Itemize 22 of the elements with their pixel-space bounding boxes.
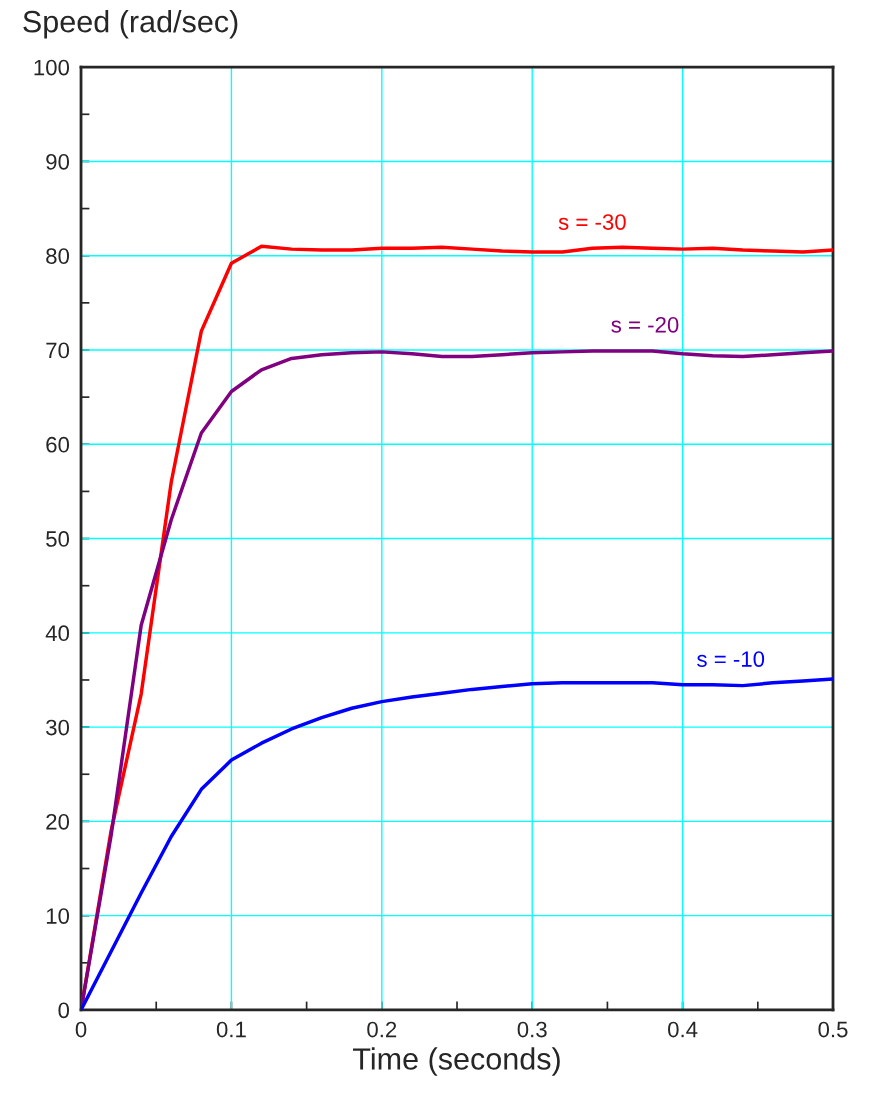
y-axis-title: Speed (rad/sec): [23, 10, 238, 39]
x-tick-label: 0.1: [216, 1021, 246, 1038]
x-tick-label: 0.5: [818, 1021, 848, 1038]
y-tick-label: 60: [46, 436, 70, 453]
x-tick-label: 0.3: [517, 1021, 547, 1038]
y-tick-label: 50: [46, 531, 70, 547]
y-tick-label: 80: [46, 248, 70, 264]
x-axis-title: Time (seconds): [353, 1047, 560, 1076]
x-tick-label: 0: [75, 1021, 87, 1038]
y-tick-label: 30: [46, 719, 70, 736]
y-tick-label: 70: [46, 342, 70, 359]
y-tick-label: 100: [34, 59, 70, 76]
x-tick-label: 0.4: [668, 1021, 698, 1038]
series-label: s = -10: [697, 651, 765, 667]
y-tick-label: 90: [46, 153, 70, 170]
y-tick-label: 0: [58, 1002, 70, 1019]
y-tick-label: 40: [45, 625, 70, 642]
y-tick-label: 10: [46, 908, 70, 924]
series-label: s = -20: [611, 316, 679, 333]
x-tick-label: 0.2: [367, 1021, 397, 1038]
y-tick-label: 20: [46, 813, 70, 830]
series-label: s = -30: [558, 214, 626, 230]
